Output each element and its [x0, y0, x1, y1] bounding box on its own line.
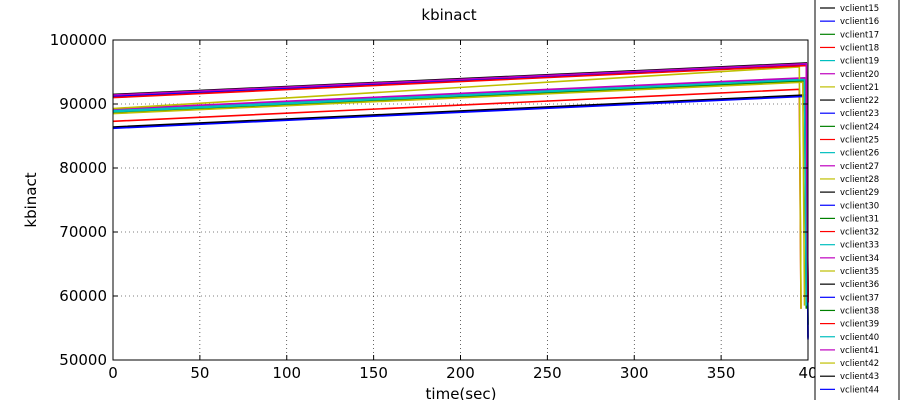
x-tick-label: 50: [190, 364, 209, 382]
tick-layer: 0 50 100 150 200 250 300 350 40 50000 60000 70000 80…: [50, 31, 818, 382]
y-tick-label: 90000: [59, 95, 107, 113]
y-tick-label: 50000: [59, 351, 107, 369]
legend-label: vclient33: [840, 241, 879, 251]
legend-label: vclient27: [840, 162, 879, 172]
chart-title: kbinact: [421, 6, 476, 24]
series-line-vclient22: [112, 94, 809, 303]
series-line-vclient27: [112, 62, 809, 303]
y-axis-title: kbinact: [22, 172, 40, 227]
x-tick-label: 200: [446, 364, 475, 382]
legend-label: vclient15: [840, 4, 879, 14]
legend-label: vclient18: [840, 43, 879, 53]
legend-frame: [814, 0, 900, 400]
legend-label: vclient39: [840, 320, 879, 330]
legend-label: vclient37: [840, 293, 879, 303]
legend-label: vclient19: [840, 57, 879, 67]
legend-label: vclient30: [840, 201, 879, 211]
x-tick-label: 300: [620, 364, 649, 382]
legend-label: vclient17: [840, 30, 879, 40]
y-tick-label: 70000: [59, 223, 107, 241]
legend-label: vclient20: [840, 70, 879, 80]
grid-layer: [113, 40, 808, 360]
legend-label: vclient23: [840, 109, 879, 119]
series-line-vclient26: [112, 78, 808, 306]
series-line-vclient17: [112, 94, 809, 325]
legend-label: vclient44: [840, 385, 879, 395]
legend-label: vclient25: [840, 136, 879, 146]
x-tick-label: 350: [707, 364, 736, 382]
legend-label: vclient35: [840, 267, 879, 277]
series-layer: [112, 62, 809, 340]
legend-label: vclient36: [840, 280, 879, 290]
series-line-vclient21: [112, 66, 802, 309]
legend-label: vclient43: [840, 372, 879, 382]
legend-label: vclient26: [840, 149, 879, 159]
series-line-vclient24: [112, 80, 808, 309]
legend-label: vclient40: [840, 333, 879, 343]
legend-label: vclient34: [840, 254, 879, 264]
legend-label: vclient31: [840, 214, 879, 224]
legend-label: vclient28: [840, 175, 879, 185]
legend-label: vclient29: [840, 188, 879, 198]
x-tick-label: 0: [108, 364, 118, 382]
legend-label: vclient41: [840, 346, 879, 356]
legend-label: vclient24: [840, 122, 879, 132]
x-tick-label: 150: [359, 364, 388, 382]
legend-label: vclient21: [840, 83, 879, 93]
legend-label: vclient16: [840, 17, 879, 27]
legend-label: vclient38: [840, 306, 879, 316]
legend: vclient15 vclient16 vclient17 vclient18 vcli…: [814, 0, 900, 400]
legend-label: vclient32: [840, 228, 879, 238]
x-tick-label: 40: [798, 364, 817, 382]
y-tick-label: 60000: [59, 287, 107, 305]
x-tick-label: 100: [272, 364, 301, 382]
legend-label: vclient42: [840, 359, 879, 369]
y-tick-label: 100000: [50, 31, 107, 49]
y-tick-label: 80000: [59, 159, 107, 177]
legend-label: vclient22: [840, 96, 879, 106]
x-axis-title: time(sec): [426, 385, 497, 400]
series-line-vclient28: [112, 81, 806, 306]
x-tick-label: 250: [533, 364, 562, 382]
